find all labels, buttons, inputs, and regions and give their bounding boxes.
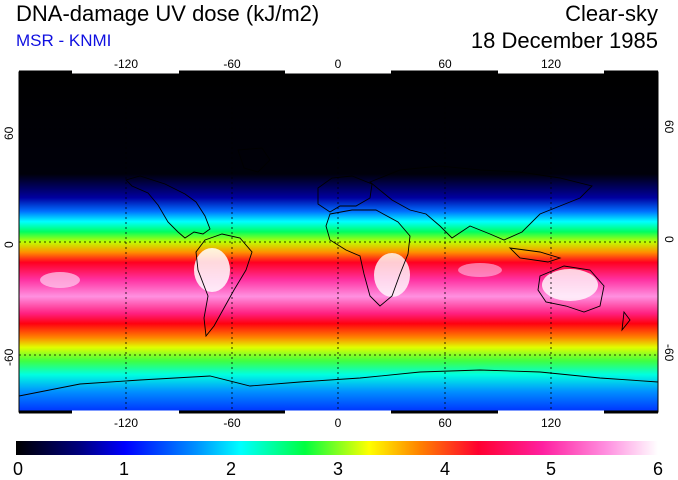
colorbar-label: 2 bbox=[225, 459, 237, 479]
coast-africa bbox=[325, 209, 411, 307]
frame-ticks bbox=[19, 70, 658, 414]
colorbar-label: 1 bbox=[118, 459, 130, 479]
lat-tick-left: 0 bbox=[2, 241, 16, 248]
coast-north-america bbox=[125, 175, 211, 239]
colorbar-label: 5 bbox=[545, 459, 557, 479]
lon-tick-bottom: -120 bbox=[113, 416, 139, 430]
lon-tick-bottom: -60 bbox=[223, 416, 241, 430]
colorbar bbox=[16, 441, 658, 455]
lon-tick-top: 120 bbox=[540, 57, 562, 71]
lon-tick-top: 0 bbox=[334, 57, 342, 71]
colorbar-label: 3 bbox=[332, 459, 344, 479]
colorbar-label: 0 bbox=[12, 459, 24, 479]
high-dose-regions bbox=[40, 248, 598, 301]
lat-tick-left: -60 bbox=[2, 348, 16, 366]
lon-tick-bottom: 0 bbox=[334, 416, 342, 430]
lat-tick-right: -60 bbox=[662, 344, 676, 362]
coast-new-zealand bbox=[621, 310, 631, 332]
lon-tick-top: -120 bbox=[113, 57, 139, 71]
coast-europe bbox=[317, 175, 373, 213]
colorbar-label: 6 bbox=[652, 459, 664, 479]
lon-tick-bottom: 60 bbox=[438, 416, 452, 430]
sky-condition: Clear-sky bbox=[565, 1, 658, 26]
map-title: DNA-damage UV dose (kJ/m2) bbox=[16, 1, 320, 26]
lon-tick-bottom: 120 bbox=[540, 416, 562, 430]
lat-tick-right: 0 bbox=[662, 236, 676, 243]
lat-tick-right: 60 bbox=[662, 120, 676, 134]
coast-indonesia bbox=[508, 247, 562, 263]
coast-asia bbox=[369, 165, 593, 241]
coast-greenland bbox=[237, 147, 271, 173]
lon-tick-top: 60 bbox=[438, 57, 452, 71]
lon-tick-top: -60 bbox=[223, 57, 241, 71]
map-date: 18 December 1985 bbox=[470, 28, 658, 53]
coast-australia bbox=[537, 265, 605, 313]
coastlines bbox=[19, 147, 658, 397]
coast-south-america bbox=[195, 233, 253, 338]
data-source: MSR - KNMI bbox=[16, 31, 112, 50]
lat-tick-left: 60 bbox=[2, 126, 16, 140]
graticule bbox=[19, 72, 658, 412]
coast-antarctica bbox=[19, 369, 658, 397]
colorbar-label: 4 bbox=[439, 459, 451, 479]
